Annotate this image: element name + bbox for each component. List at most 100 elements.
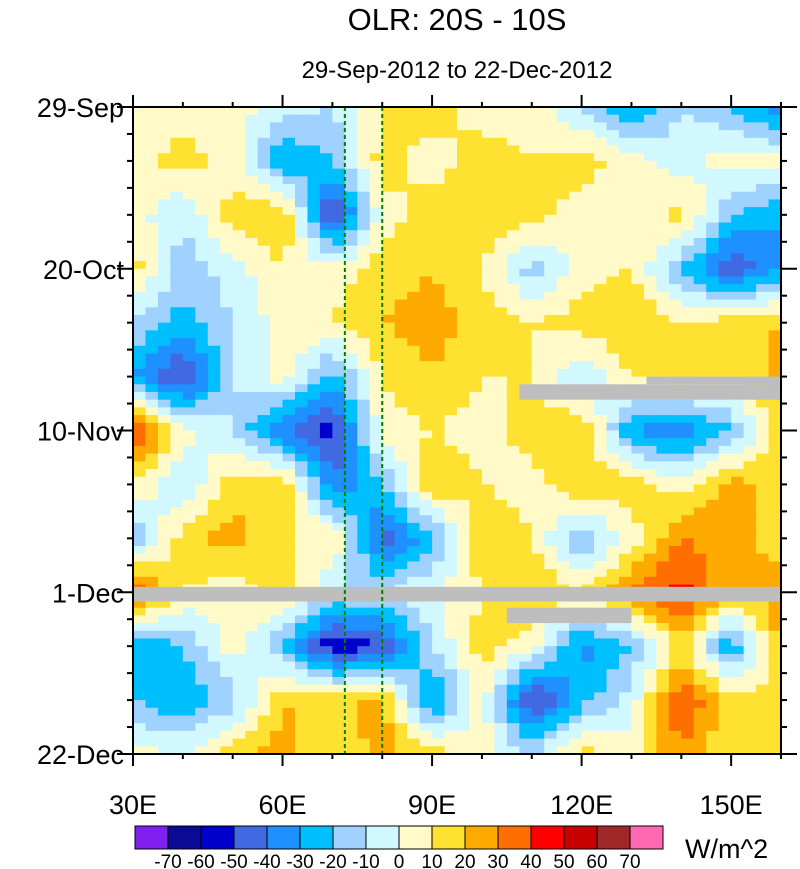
heatmap-cell — [668, 137, 682, 147]
heatmap-cell — [182, 399, 196, 408]
heatmap-cell — [594, 368, 608, 378]
heatmap-cell — [519, 646, 533, 655]
heatmap-cell — [295, 245, 309, 254]
heatmap-cell — [133, 137, 147, 147]
heatmap-cell — [357, 353, 371, 362]
heatmap-cell — [432, 630, 446, 640]
heatmap-cell — [656, 607, 670, 616]
heatmap-cell — [133, 153, 147, 162]
heatmap-cell — [245, 330, 259, 339]
heatmap-cell — [344, 630, 358, 640]
heatmap-cell — [295, 338, 309, 347]
heatmap-cell — [731, 361, 745, 370]
heatmap-cell — [619, 168, 633, 177]
heatmap-cell — [643, 137, 657, 147]
heatmap-cell — [382, 330, 396, 339]
heatmap-cell — [681, 184, 695, 193]
heatmap-cell — [357, 546, 371, 555]
heatmap-cell — [207, 407, 221, 416]
heatmap-cell — [531, 291, 545, 301]
heatmap-cell — [693, 338, 707, 347]
heatmap-cell — [681, 746, 695, 755]
heatmap-cell — [619, 692, 633, 701]
heatmap-cell — [544, 291, 558, 301]
heatmap-cell — [444, 746, 458, 755]
heatmap-cell — [481, 538, 495, 547]
heatmap-cell — [444, 630, 458, 640]
heatmap-cell — [556, 661, 570, 670]
heatmap-cell — [656, 623, 670, 632]
heatmap-cell — [656, 638, 670, 647]
heatmap-cell — [245, 338, 259, 347]
heatmap-cell — [768, 661, 782, 670]
heatmap-cell — [457, 692, 471, 701]
heatmap-cell — [394, 522, 408, 532]
heatmap-cell — [731, 445, 745, 455]
heatmap-cell — [369, 553, 383, 563]
heatmap-cell — [544, 415, 558, 424]
heatmap-cell — [220, 261, 234, 270]
heatmap-cell — [643, 538, 657, 547]
heatmap-cell — [506, 599, 520, 609]
heatmap-cell — [170, 661, 184, 670]
heatmap-cell — [544, 453, 558, 462]
heatmap-cell — [519, 599, 533, 609]
heatmap-cell — [419, 261, 433, 270]
heatmap-cell — [681, 484, 695, 493]
heatmap-cell — [432, 507, 446, 516]
heatmap-cell — [407, 276, 421, 285]
heatmap-cell — [357, 307, 371, 316]
heatmap-cell — [195, 438, 209, 447]
heatmap-cell — [656, 199, 670, 208]
heatmap-cell — [668, 160, 682, 170]
heatmap-cell — [718, 160, 732, 170]
heatmap-cell — [332, 107, 346, 116]
heatmap-cell — [157, 284, 171, 293]
heatmap-cell — [307, 176, 321, 185]
heatmap-cell — [743, 245, 757, 254]
heatmap-cell — [531, 230, 545, 239]
heatmap-cell — [606, 700, 620, 709]
heatmap-cell — [357, 214, 371, 224]
heatmap-cell — [332, 530, 346, 539]
heatmap-cell — [756, 546, 770, 555]
heatmap-cell — [569, 399, 583, 408]
heatmap-cell — [182, 738, 196, 747]
heatmap-cell — [145, 361, 159, 370]
heatmap-cell — [282, 715, 296, 724]
heatmap-cell — [419, 291, 433, 301]
heatmap-cell — [419, 723, 433, 732]
heatmap-cell — [307, 623, 321, 632]
heatmap-cell — [556, 638, 570, 647]
heatmap-cell — [619, 184, 633, 193]
heatmap-cell — [394, 653, 408, 663]
heatmap-cell — [444, 253, 458, 262]
heatmap-cell — [756, 553, 770, 563]
colorbar-swatch — [563, 825, 598, 850]
heatmap-cell — [444, 422, 458, 432]
heatmap-cell — [668, 361, 682, 370]
heatmap-cell — [569, 476, 583, 486]
heatmap-cell — [419, 484, 433, 493]
heatmap-cell — [170, 145, 184, 154]
heatmap-cell — [718, 630, 732, 640]
heatmap-cell — [619, 376, 633, 385]
heatmap-cell — [569, 207, 583, 216]
heatmap-cell — [681, 499, 695, 509]
heatmap-cell — [195, 253, 209, 262]
heatmap-cell — [544, 669, 558, 678]
heatmap-cell — [481, 391, 495, 401]
heatmap-cell — [706, 661, 720, 670]
heatmap-cell — [319, 715, 333, 724]
heatmap-cell — [157, 168, 171, 177]
heatmap-cell — [419, 415, 433, 424]
heatmap-cell — [606, 199, 620, 208]
heatmap-cell — [768, 484, 782, 493]
heatmap-cell — [157, 253, 171, 262]
heatmap-cell — [432, 746, 446, 755]
heatmap-cell — [207, 338, 221, 347]
heatmap-cell — [444, 707, 458, 717]
heatmap-cell — [556, 345, 570, 355]
heatmap-cell — [419, 661, 433, 670]
heatmap-cell — [494, 499, 508, 509]
